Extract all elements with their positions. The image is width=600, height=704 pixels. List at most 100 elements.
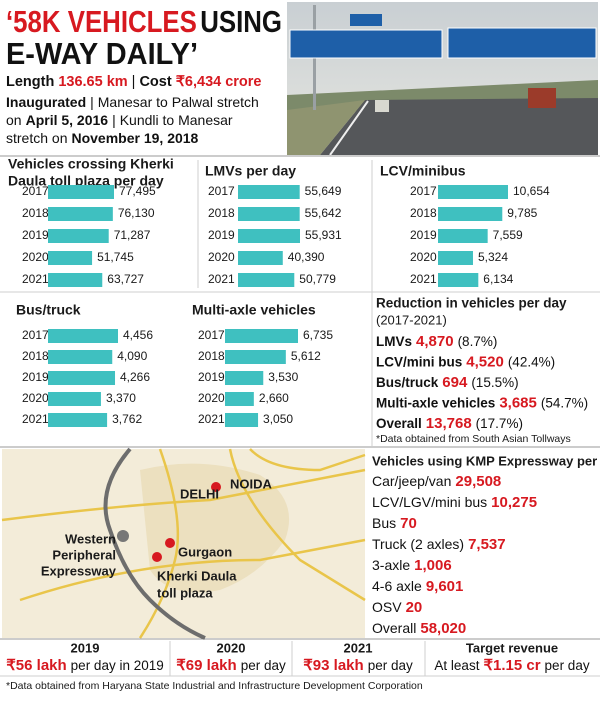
section-title: Reduction in vehicles per day [376, 296, 567, 311]
value-label: 63,727 [107, 272, 144, 286]
title: ‘58K VEHICLESUSING [6, 4, 282, 39]
map: DELHI NOIDA Western Peripheral Expresswa… [1, 447, 366, 640]
value-label: 3,762 [112, 412, 142, 426]
value-label: 51,745 [97, 250, 134, 264]
footnote: *Data obtained from Haryana State Indust… [6, 680, 423, 692]
photo-sign [289, 29, 443, 59]
photo-sign [447, 27, 597, 59]
revenue-text: At least ₹1.15 cr per day [434, 657, 589, 674]
category-label: 2019 [410, 228, 437, 242]
kmp-item-part: Bus [372, 515, 396, 531]
category-label: 2017 [198, 328, 225, 342]
bar [48, 229, 109, 243]
map-label: Kherki Daula [157, 568, 237, 583]
category-label: 2017 [22, 184, 49, 198]
revenue-text-part: ₹93 lakh [303, 657, 363, 674]
revenue-heading: 2019 [71, 640, 100, 655]
revenue-text-part: per day [368, 658, 413, 673]
revenue-text-part: ₹56 lakh [6, 657, 66, 674]
bar [225, 350, 286, 364]
revenue-text-part: per day [241, 658, 286, 673]
bar [225, 413, 259, 427]
map-label: Peripheral [52, 547, 116, 562]
length-cost: Length 136.65 km | Cost ₹6,434 crore [6, 74, 262, 90]
kmp-item: LCV/LGV/mini bus 10,275 [372, 494, 537, 511]
category-label: 2018 [410, 206, 437, 220]
kmp-item-part: Truck (2 axles) [372, 536, 464, 552]
value-label: 3,370 [106, 391, 136, 405]
kmp-item-part: 58,020 [420, 620, 466, 637]
photo-car [375, 100, 389, 112]
revenue-text-part: ₹69 lakh [176, 657, 236, 674]
inauguration: stretch on November 19, 2018 [6, 130, 199, 146]
kmp-item-part: 4-6 axle [372, 578, 422, 594]
category-label: 2017 [22, 328, 49, 342]
map-label: Expressway [41, 563, 117, 578]
map-label: DELHI [180, 486, 219, 501]
map-marker [152, 552, 162, 562]
map-roads [1, 448, 366, 639]
kmp-item-part: 1,006 [414, 557, 452, 574]
reduction-item: Overall 13,768 (17.7%) [376, 415, 523, 432]
length-cost-part: | [132, 74, 136, 90]
length-cost-part: Length [6, 74, 54, 90]
reduction-item: LCV/mini bus 4,520 (42.4%) [376, 353, 555, 370]
bar [225, 371, 264, 385]
inauguration-part: April 5, 2016 [26, 112, 109, 128]
bar [48, 251, 93, 265]
bar [238, 185, 300, 199]
kmp-item-part: 70 [400, 515, 417, 532]
reduction-item-part: 4,870 [416, 333, 454, 350]
chart-title: LMVs per day [205, 163, 296, 179]
value-label: 40,390 [288, 250, 325, 264]
kmp-item-part: 20 [406, 599, 423, 616]
map-label: Western [65, 531, 116, 546]
kmp-item-part: 10,275 [491, 494, 537, 511]
bar [438, 207, 503, 221]
chart-title: Multi-axle vehicles [192, 302, 316, 318]
value-label: 5,324 [478, 250, 508, 264]
revenue-heading: 2021 [344, 640, 373, 655]
length-cost-part: 136.65 km [58, 74, 127, 90]
revenue-text-part: At least [434, 658, 479, 673]
reduction-item-part: (17.7%) [476, 416, 523, 431]
value-label: 55,642 [305, 206, 342, 220]
revenue-text-part: per day [545, 658, 590, 673]
kmp-item-part: Car/jeep/van [372, 473, 451, 489]
title: E-WAY DAILY’ [6, 36, 198, 71]
bar [225, 392, 254, 406]
reduction-item: Multi-axle vehicles 3,685 (54.7%) [376, 394, 588, 411]
title-part: E-WAY DAILY’ [6, 36, 198, 71]
bar [438, 273, 479, 287]
reduction-item-part: Bus/truck [376, 375, 439, 390]
value-label: 76,130 [118, 206, 155, 220]
bar [48, 185, 114, 199]
kmp-item-part: 7,537 [468, 536, 506, 553]
footnote: *Data obtained from South Asian Tollways [376, 433, 571, 445]
kmp-item-part: LCV/LGV/mini bus [372, 494, 487, 510]
reduction-item-part: (42.4%) [508, 354, 555, 369]
map-road [138, 448, 180, 639]
category-label: 2019 [208, 228, 235, 242]
kmp-item: Bus 70 [372, 515, 417, 532]
category-label: 2020 [410, 250, 437, 264]
bar [48, 413, 108, 427]
value-label: 4,266 [120, 370, 150, 384]
bar [225, 329, 298, 343]
category-label: 2021 [22, 412, 49, 426]
reduction-item-part: 13,768 [426, 415, 472, 432]
revenue-heading: Target revenue [466, 640, 558, 655]
reduction-item-part: 3,685 [499, 394, 537, 411]
bar [48, 350, 113, 364]
kmp-item: Truck (2 axles) 7,537 [372, 536, 506, 553]
bar [238, 229, 300, 243]
kmp-item-part: 9,601 [426, 578, 464, 595]
category-label: 2017 [208, 184, 235, 198]
reduction-item-part: (8.7%) [458, 334, 498, 349]
bar [438, 251, 473, 265]
title-part: USING [200, 4, 282, 39]
inauguration-part: stretch on [6, 130, 67, 146]
reduction-item-part: Multi-axle vehicles [376, 395, 495, 410]
inauguration-part: on [6, 112, 22, 128]
